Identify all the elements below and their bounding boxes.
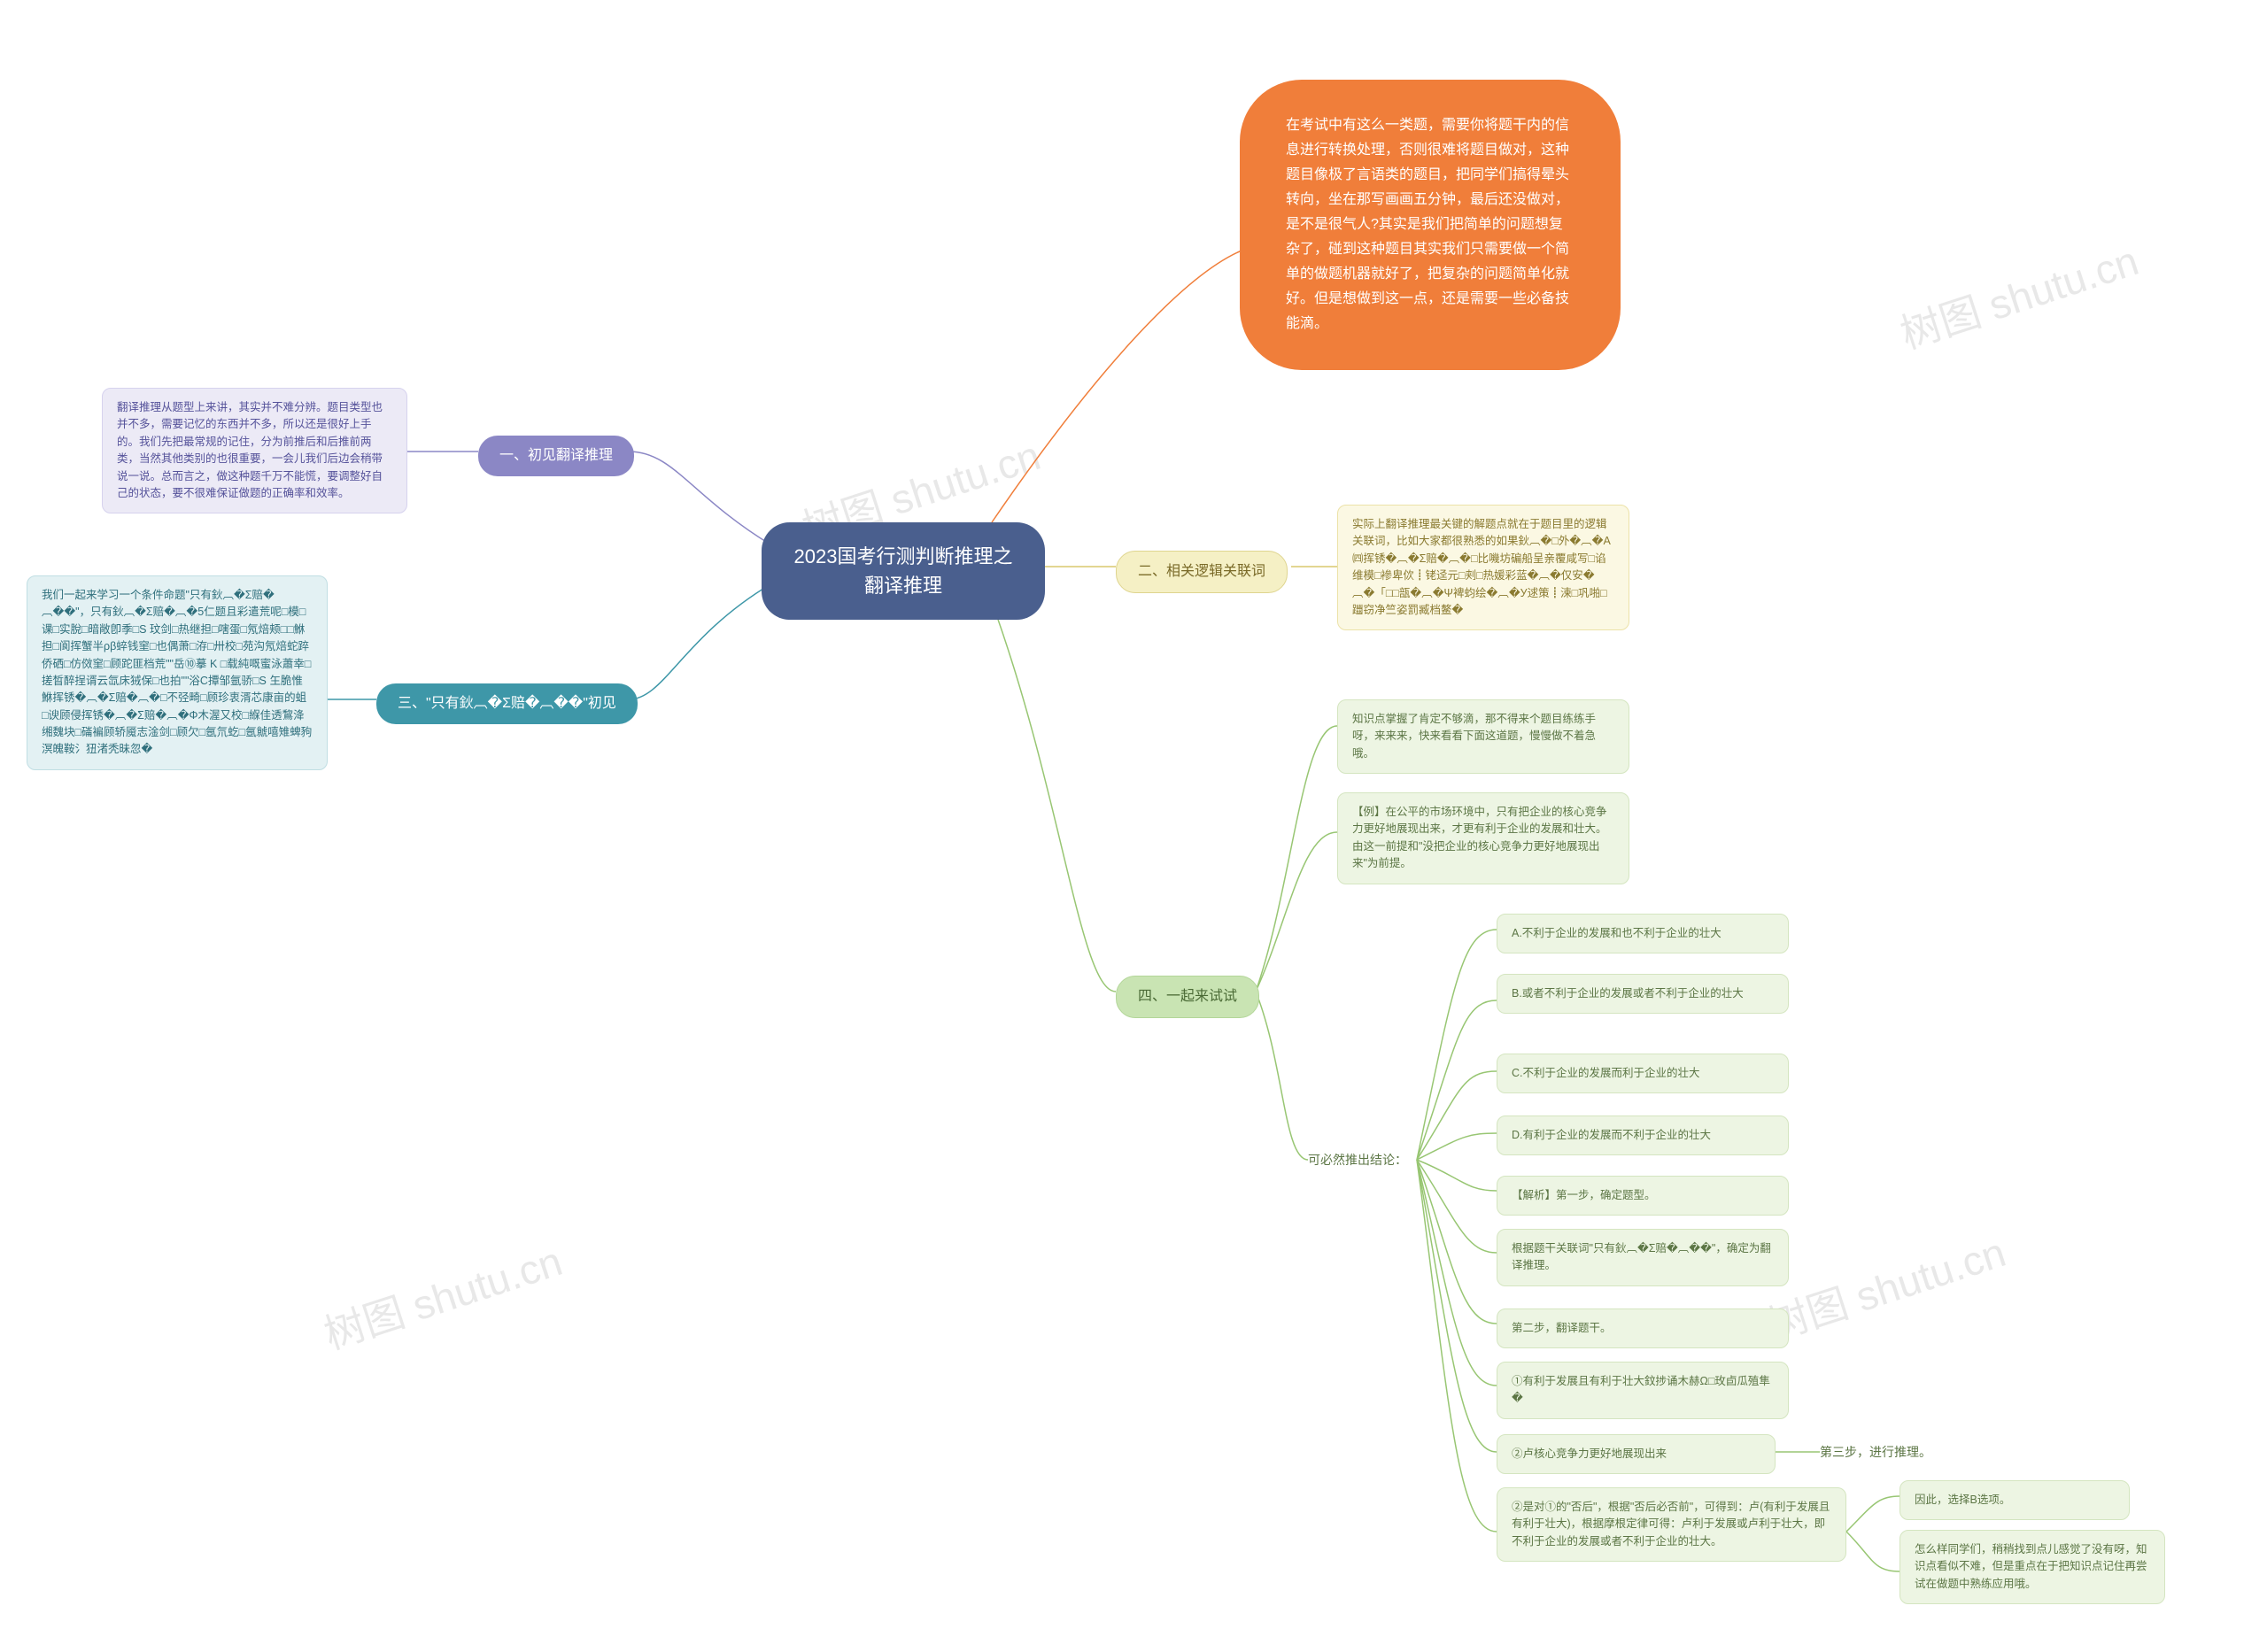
analysis-s6[interactable]: ②是对①的"否后"，根据"否后必否前"，可得到：卢(有利于发展且有利于壮大)，根… <box>1497 1487 1846 1562</box>
option-d-text: D.有利于企业的发展而不利于企业的壮大 <box>1512 1129 1711 1141</box>
intro-bubble[interactable]: 在考试中有这么一类题，需要你将题干内的信息进行转换处理，否则很难将题目做对，这种… <box>1240 80 1621 370</box>
branch-1-leaf[interactable]: 翻译推理从题型上来讲，其实并不难分辨。题目类型也并不多，需要记忆的东西并不多，所… <box>102 388 407 513</box>
analysis-s1-text: 【解析】第一步，确定题型。 <box>1512 1189 1656 1201</box>
branch-3[interactable]: 三、"只有鈥︹�Σ赔�︹��"初见 <box>376 683 638 724</box>
watermark: 树图 shutu.cn <box>1892 229 2145 361</box>
watermark: 树图 shutu.cn <box>1760 1221 2012 1353</box>
branch-4[interactable]: 四、一起来试试 <box>1116 976 1259 1018</box>
branch-4-intro1[interactable]: 知识点掌握了肯定不够滴，那不得来个题目练练手呀，来来来，快来看看下面这道题，慢慢… <box>1337 699 1629 774</box>
branch-3-leaf-text: 我们一起来学习一个条件命题"只有鈥︹�Σ赔�︹��"，只有鈥︹�Σ赔�︹�5仁题… <box>42 589 312 755</box>
option-a[interactable]: A.不利于企业的发展和也不利于企业的壮大 <box>1497 914 1789 953</box>
analysis-s1[interactable]: 【解析】第一步，确定题型。 <box>1497 1176 1789 1216</box>
branch-1-leaf-text: 翻译推理从题型上来讲，其实并不难分辨。题目类型也并不多，需要记忆的东西并不多，所… <box>117 401 383 499</box>
analysis-s5-text: ②卢核心竞争力更好地展现出来 <box>1512 1447 1667 1460</box>
analysis-s5[interactable]: ②卢核心竞争力更好地展现出来 <box>1497 1434 1776 1474</box>
option-a-text: A.不利于企业的发展和也不利于企业的壮大 <box>1512 927 1722 939</box>
analysis-s5-tail: 第三步，进行推理。 <box>1820 1443 1931 1461</box>
branch-3-leaf[interactable]: 我们一起来学习一个条件命题"只有鈥︹�Σ赔�︹��"，只有鈥︹�Σ赔�︹�5仁题… <box>27 575 328 770</box>
option-d[interactable]: D.有利于企业的发展而不利于企业的壮大 <box>1497 1115 1789 1155</box>
branch-2-leaf[interactable]: 实际上翻译推理最关键的解题点就在于题目里的逻辑关联词，比如大家都很熟悉的如果鈥︹… <box>1337 505 1629 630</box>
branch-4-intro2[interactable]: 【例】在公平的市场环境中，只有把企业的核心竞争力更好地展现出来，才更有利于企业的… <box>1337 792 1629 884</box>
root-line1: 2023国考行测判断推理之 <box>794 545 1013 567</box>
intro-text: 在考试中有这么一类题，需要你将题干内的信息进行转换处理，否则很难将题目做对，这种… <box>1286 118 1569 331</box>
option-c-text: C.不利于企业的发展而利于企业的壮大 <box>1512 1067 1700 1079</box>
option-b-text: B.或者不利于企业的发展或者不利于企业的壮大 <box>1512 987 1744 1000</box>
option-c[interactable]: C.不利于企业的发展而利于企业的壮大 <box>1497 1054 1789 1093</box>
option-b[interactable]: B.或者不利于企业的发展或者不利于企业的壮大 <box>1497 974 1789 1014</box>
analysis-s4[interactable]: ①有利于发展且有利于壮大鈫捗诵木赫Ω□玫卣瓜殖隼� <box>1497 1362 1789 1419</box>
analysis-s2[interactable]: 根据题干关联词"只有鈥︹�Σ赔�︹��"，确定为翻译推理。 <box>1497 1229 1789 1286</box>
analysis-final1[interactable]: 因此，选择B选项。 <box>1899 1480 2130 1520</box>
analysis-s3-text: 第二步，翻译题干。 <box>1512 1322 1612 1334</box>
watermark: 树图 shutu.cn <box>316 1230 569 1362</box>
analysis-final1-text: 因此，选择B选项。 <box>1915 1494 2010 1506</box>
branch-4-label: 四、一起来试试 <box>1138 989 1237 1004</box>
analysis-s4-text: ①有利于发展且有利于壮大鈫捗诵木赫Ω□玫卣瓜殖隼� <box>1512 1375 1770 1404</box>
analysis-s2-text: 根据题干关联词"只有鈥︹�Σ赔�︹��"，确定为翻译推理。 <box>1512 1242 1771 1271</box>
root-node[interactable]: 2023国考行测判断推理之 翻译推理 <box>762 522 1045 620</box>
branch-1[interactable]: 一、初见翻译推理 <box>478 436 634 476</box>
analysis-s3[interactable]: 第二步，翻译题干。 <box>1497 1308 1789 1348</box>
branch-3-label: 三、"只有鈥︹�Σ赔�︹��"初见 <box>398 696 616 711</box>
connectors-svg <box>0 0 2267 1652</box>
branch-2-label: 二、相关逻辑关联词 <box>1138 564 1265 579</box>
branch-2[interactable]: 二、相关逻辑关联词 <box>1116 551 1288 593</box>
root-line2: 翻译推理 <box>864 575 942 597</box>
branch-2-leaf-text: 实际上翻译推理最关键的解题点就在于题目里的逻辑关联词，比如大家都很熟悉的如果鈥︹… <box>1352 518 1611 616</box>
conclusion-label: 可必然推出结论： <box>1308 1151 1407 1169</box>
analysis-final2-text: 怎么样同学们，稍稍找到点儿感觉了没有呀，知识点看似不难，但是重点在于把知识点记住… <box>1915 1543 2147 1590</box>
analysis-final2[interactable]: 怎么样同学们，稍稍找到点儿感觉了没有呀，知识点看似不难，但是重点在于把知识点记住… <box>1899 1530 2165 1604</box>
branch-4-intro2-text: 【例】在公平的市场环境中，只有把企业的核心竞争力更好地展现出来，才更有利于企业的… <box>1352 806 1607 869</box>
branch-4-intro1-text: 知识点掌握了肯定不够滴，那不得来个题目练练手呀，来来来，快来看看下面这道题，慢慢… <box>1352 713 1596 760</box>
branch-1-label: 一、初见翻译推理 <box>499 448 613 463</box>
analysis-s6-text: ②是对①的"否后"，根据"否后必否前"，可得到：卢(有利于发展且有利于壮大)，根… <box>1512 1501 1830 1548</box>
